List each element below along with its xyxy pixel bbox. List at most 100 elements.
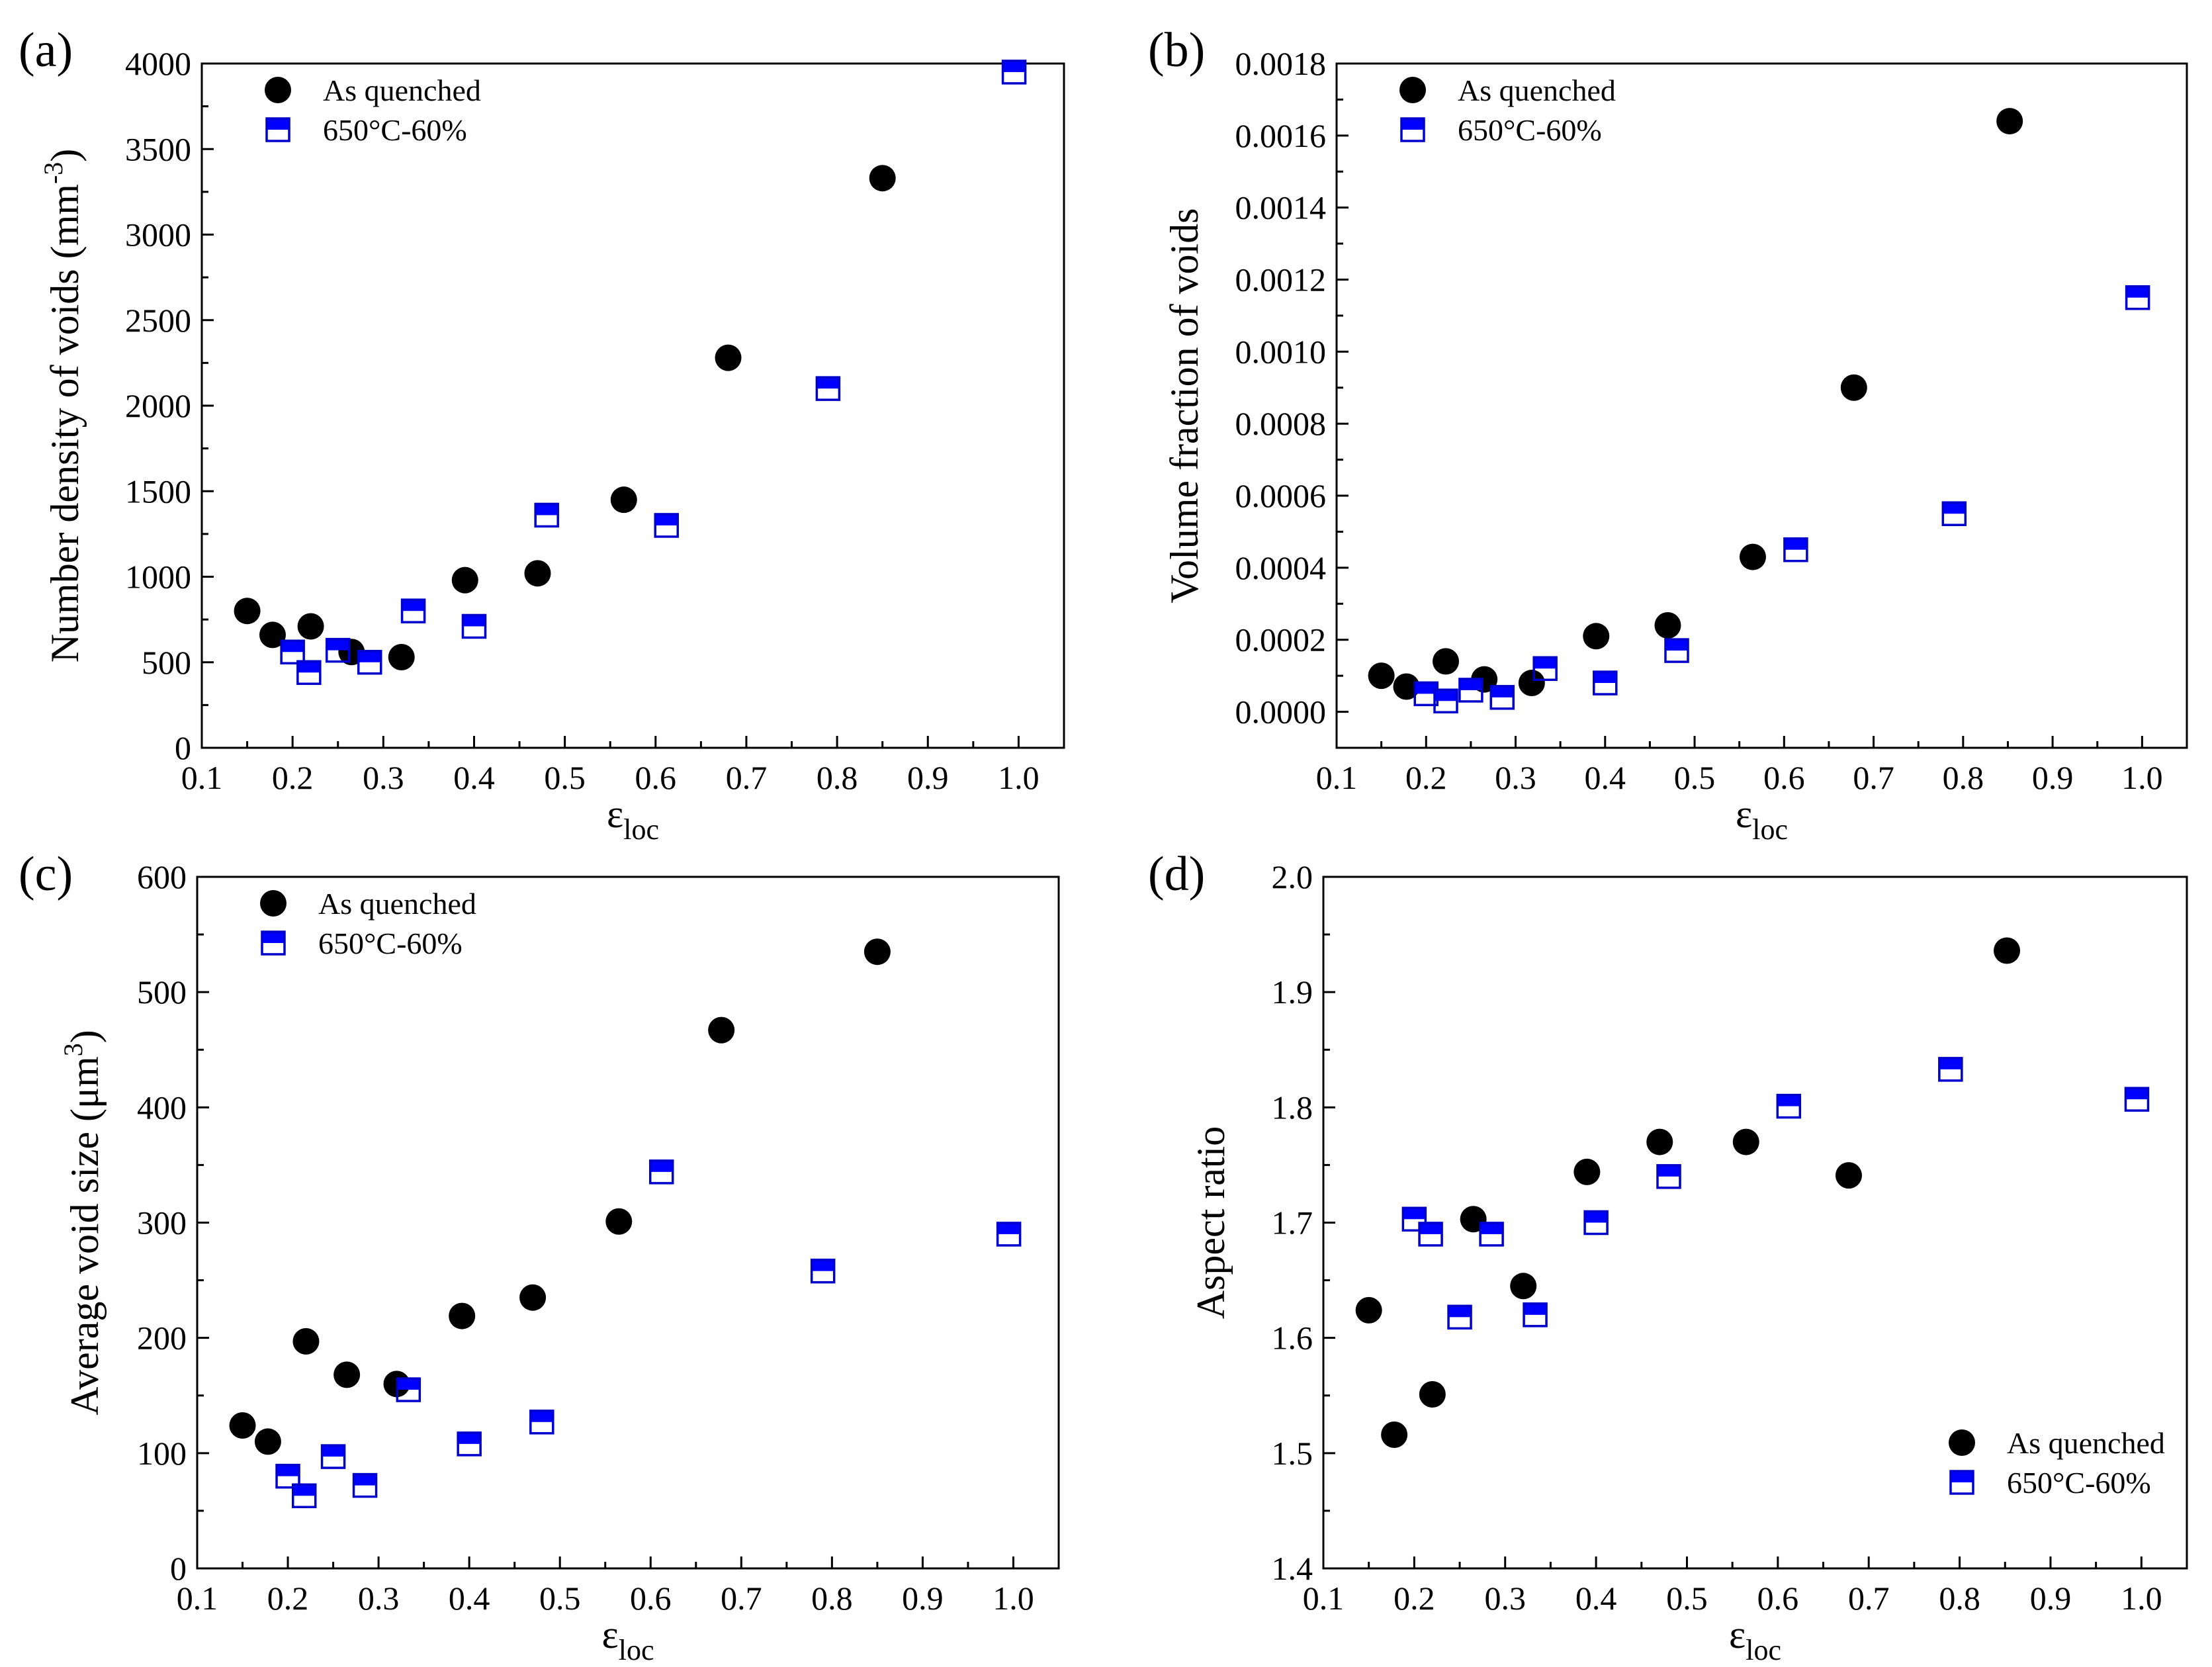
data-point-650c-60: [1433, 688, 1458, 714]
x-axis-label: εloc: [602, 1613, 654, 1664]
marker-top-fill: [402, 600, 425, 611]
legend-label-650c-60: 650°C-60%: [2007, 1466, 2151, 1500]
x-tick-label: 0.7: [726, 759, 768, 796]
y-axis-label: Aspect ratio: [1189, 1126, 1233, 1320]
marker-top-fill: [1784, 538, 1807, 550]
marker-outline: [1523, 1302, 1548, 1328]
data-point-as-quenched: [1646, 1128, 1673, 1155]
marker-outline: [1941, 501, 1967, 527]
panel-label: (d): [1148, 847, 1205, 901]
legend-marker-as-quenched: [260, 890, 287, 917]
marker-outline: [648, 1159, 674, 1185]
marker-top-fill: [458, 1432, 481, 1444]
y-tick-label: 1.4: [1272, 1550, 1313, 1587]
marker-outline: [1949, 1470, 1974, 1495]
marker-top-fill: [463, 615, 486, 627]
marker-outline: [529, 1410, 554, 1435]
legend-label-as-quenched: As quenched: [318, 887, 476, 921]
marker-outline: [1433, 688, 1458, 714]
x-axis-label-subscript: loc: [623, 813, 659, 846]
data-point-650c-60: [1593, 670, 1618, 696]
marker-outline: [2125, 285, 2150, 310]
y-tick-label: 3500: [125, 130, 191, 167]
legend-marker-650c-60: [265, 117, 290, 142]
y-tick-label: 400: [137, 1089, 187, 1126]
data-point-as-quenched: [333, 1361, 361, 1388]
series-as-quenched: [234, 165, 896, 670]
marker-top-fill: [817, 377, 840, 389]
y-tick-label: 0.0012: [1235, 261, 1327, 298]
data-point-as-quenched: [1393, 673, 1420, 700]
data-point-as-quenched: [863, 938, 891, 966]
series-as-quenched: [229, 938, 891, 1455]
marker-top-fill: [358, 651, 381, 662]
chart-panel-4: 0.1 0.2 0.3 0.4 0.5 0.6 0.7 0.8 0.9 1.0 1.4 1.5 1.6 1…: [1148, 847, 2188, 1666]
y-axis-label: Average void size (μm3): [58, 1030, 107, 1416]
marker-outline: [1656, 1164, 1681, 1189]
data-point-650c-60: [1479, 1222, 1504, 1247]
y-tick-label: 3000: [125, 216, 191, 253]
y-tick-label: 0.0004: [1235, 549, 1327, 586]
x-tick-label: 0.1: [177, 1580, 218, 1617]
y-tick-label: 1.7: [1272, 1204, 1313, 1241]
marker-top-fill: [353, 1474, 376, 1486]
y-axis-label: Volume fraction of voids: [1163, 208, 1206, 603]
x-tick-label: 0.9: [907, 759, 949, 796]
y-tick-label: 0.0018: [1235, 45, 1327, 82]
data-point-as-quenched: [1654, 611, 1681, 639]
plot-frame: [1335, 62, 2188, 749]
data-point-as-quenched: [1583, 623, 1610, 650]
x-tick-label: 0.7: [721, 1580, 762, 1617]
data-point-as-quenched: [388, 643, 415, 670]
data-point-as-quenched: [1840, 374, 1867, 401]
x-tick-label: 0.1: [1303, 1580, 1345, 1617]
marker-outline: [280, 639, 305, 664]
marker-outline: [1400, 117, 1425, 142]
marker-top-fill: [997, 1222, 1020, 1234]
marker-outline: [1593, 670, 1618, 696]
marker-top-fill: [1665, 639, 1688, 651]
y-tick-label: 1.9: [1272, 973, 1313, 1011]
legend: As quenched 650°C-60%: [1399, 73, 1616, 147]
data-point-as-quenched: [610, 486, 637, 514]
data-point-650c-60: [1489, 685, 1515, 710]
marker-top-fill: [530, 1410, 553, 1422]
data-point-650c-60: [352, 1472, 378, 1498]
x-tick-label: 0.5: [1666, 1580, 1708, 1617]
marker-top-fill: [2125, 1088, 2148, 1100]
x-tick-label: 0.4: [449, 1580, 490, 1617]
y-axis-label-main: Aspect ratio: [1189, 1126, 1233, 1320]
y-axis-label-end: ): [63, 1030, 107, 1043]
x-axis-label: εloc: [1729, 1613, 1781, 1664]
marker-outline: [461, 613, 487, 639]
y-tick-label: 300: [137, 1204, 187, 1241]
x-axis-label-main: ε: [607, 792, 623, 836]
marker-outline: [1664, 638, 1689, 663]
data-point-650c-60: [396, 1377, 421, 1402]
data-point-as-quenched: [229, 1412, 256, 1439]
x-axis-label: εloc: [1736, 792, 1788, 846]
marker-top-fill: [535, 504, 558, 516]
marker-top-fill: [1448, 1306, 1472, 1318]
y-tick-label: 1500: [125, 473, 191, 510]
x-tick-label: 0.1: [181, 759, 223, 796]
legend-label-650c-60: 650°C-60%: [1458, 113, 1602, 147]
y-axis-label-end: ): [43, 149, 87, 162]
data-point-650c-60: [1447, 1304, 1472, 1330]
data-point-650c-60: [280, 639, 305, 664]
data-point-650c-60: [648, 1159, 674, 1185]
marker-outline: [265, 117, 290, 142]
x-tick-label: 0.6: [630, 1580, 672, 1617]
data-point-650c-60: [1656, 1164, 1681, 1189]
y-tick-label: 0.0002: [1235, 621, 1327, 658]
marker-top-fill: [1585, 1211, 1608, 1223]
data-point-650c-60: [1938, 1057, 1963, 1082]
marker-outline: [534, 502, 559, 528]
data-point-as-quenched: [449, 1302, 476, 1329]
y-tick-label: 0.0010: [1235, 333, 1327, 370]
marker-outline: [1938, 1057, 1963, 1082]
x-tick-label: 1.0: [2121, 1580, 2162, 1617]
x-tick-label: 0.1: [1316, 759, 1358, 796]
data-point-as-quenched: [234, 598, 261, 625]
marker-top-fill: [1419, 1222, 1442, 1234]
